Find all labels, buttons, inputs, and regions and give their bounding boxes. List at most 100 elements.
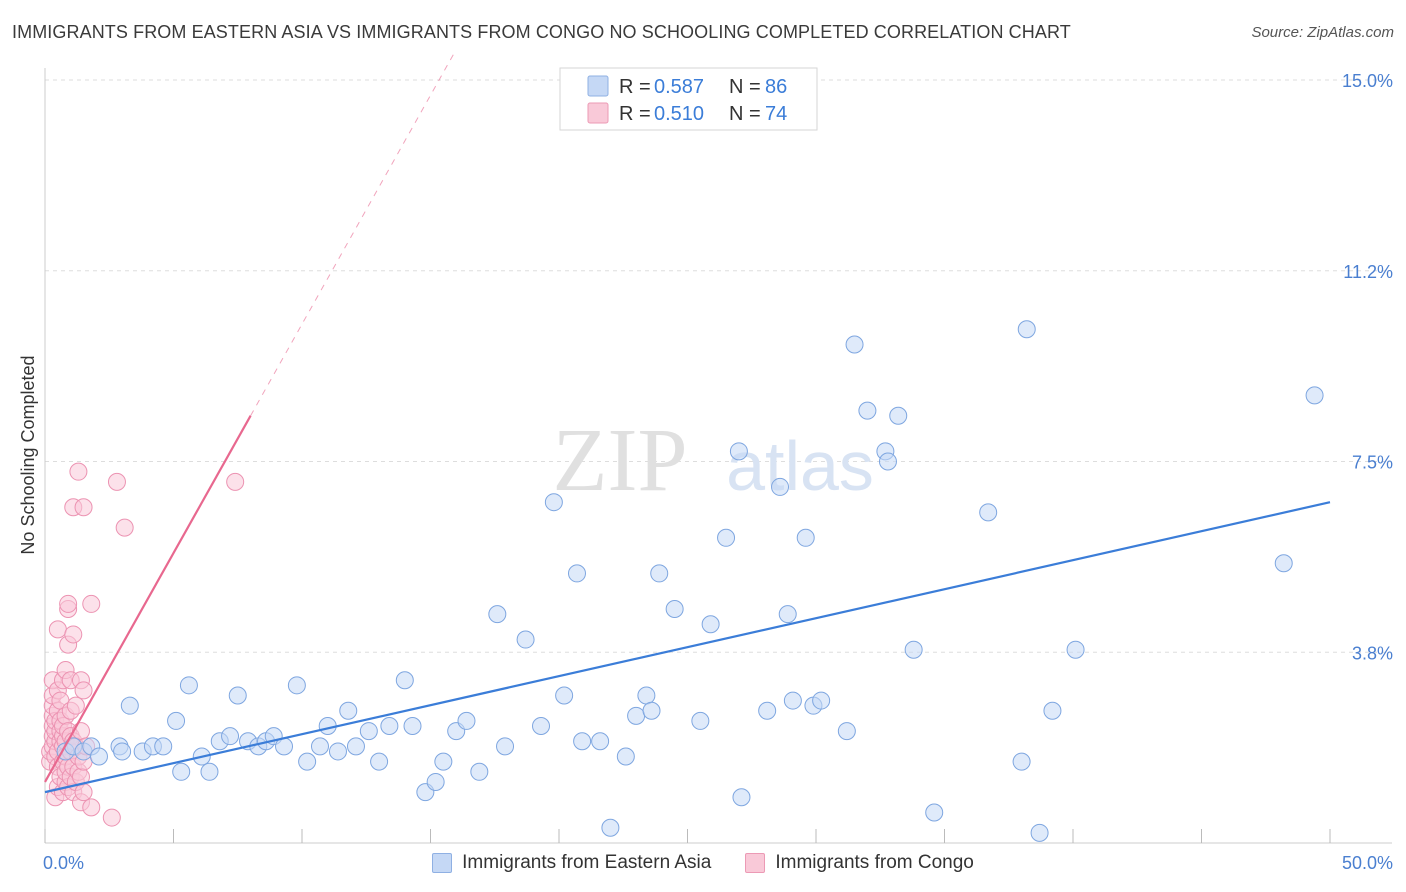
eastern-asia-point [812, 691, 831, 710]
eastern-asia-point [845, 335, 864, 354]
eastern-asia-point [200, 762, 219, 781]
eastern-asia-point [601, 818, 620, 837]
legend-item-congo: Immigrants from Congo [745, 852, 974, 874]
eastern-asia-point [89, 747, 108, 766]
eastern-asia-point [179, 676, 198, 695]
legend-blue-n-label: N = [729, 76, 761, 98]
congo-label: Immigrants from Congo [775, 852, 974, 873]
eastern-asia-point [729, 442, 748, 461]
eastern-asia-point [120, 696, 139, 715]
eastern-asia-point [758, 701, 777, 720]
eastern-asia-point [328, 742, 347, 761]
eastern-asia-point [837, 722, 856, 741]
congo-point [69, 462, 88, 481]
eastern-asia-point [796, 528, 815, 547]
legend-blue-r-value: 0.587 [654, 76, 704, 98]
watermark-zip: ZIP [553, 411, 688, 510]
congo-swatch [745, 853, 766, 873]
congo-point [66, 696, 85, 715]
legend-blue-r-label: R = [619, 76, 651, 98]
congo-point [74, 783, 93, 802]
legend-blue-n-value: 86 [765, 76, 787, 98]
x-tick-label: 50.0% [1342, 853, 1393, 873]
congo-point [48, 620, 67, 639]
eastern-asia-point [228, 686, 247, 705]
eastern-asia-point [732, 788, 751, 807]
eastern-asia-point [979, 503, 998, 522]
eastern-asia-point [1030, 823, 1049, 842]
trend-lines [44, 49, 1331, 794]
legend-blue-swatch [587, 75, 609, 97]
watermark: ZIP atlas [553, 411, 874, 510]
eastern-asia-point [771, 477, 790, 496]
eastern-asia-points [56, 320, 1324, 842]
watermark-atlas: atlas [726, 427, 874, 505]
congo-point [82, 798, 101, 817]
eastern-asia-point [717, 528, 736, 547]
x-tick-label: 0.0% [43, 853, 84, 873]
congo-point [71, 722, 90, 741]
eastern-asia-point [858, 401, 877, 420]
eastern-asia-point [925, 803, 944, 822]
source-label: Source: ZipAtlas.com [1251, 24, 1394, 41]
congo-point [115, 518, 134, 537]
eastern-asia-point [1274, 554, 1293, 573]
congo-point [102, 808, 121, 827]
eastern-asia-point [650, 564, 669, 583]
congo-point [226, 472, 245, 491]
y-tick-label: 3.8% [1352, 643, 1393, 663]
eastern-asia-point [1017, 320, 1036, 339]
eastern-asia-point [591, 732, 610, 751]
eastern-asia-point [287, 676, 306, 695]
axes [44, 68, 1392, 844]
eastern-asia-point [904, 640, 923, 659]
y-tick-label: 7.5% [1352, 453, 1393, 473]
eastern-asia-point [516, 630, 535, 649]
congo-trend-extension [250, 49, 457, 416]
tick-labels: 15.0% 11.2% 7.5% 3.8% 0.0% 50.0% [43, 71, 1393, 873]
legend-pink-n-label: N = [729, 103, 761, 125]
eastern-asia-point [555, 686, 574, 705]
eastern-asia-point [616, 747, 635, 766]
congo-point [59, 594, 78, 613]
eastern-asia-point [889, 406, 908, 425]
eastern-asia-point [1066, 640, 1085, 659]
eastern-asia-point [567, 564, 586, 583]
eastern-asia-point [878, 452, 897, 471]
eastern-asia-point [221, 727, 240, 746]
eastern-asia-point [1012, 752, 1031, 771]
congo-point [82, 594, 101, 613]
eastern-asia-swatch [432, 853, 453, 873]
legend-pink-n-value: 74 [765, 103, 787, 125]
chart-title: IMMIGRANTS FROM EASTERN ASIA VS IMMIGRAN… [12, 22, 1071, 42]
eastern-asia-point [154, 737, 173, 756]
eastern-asia-label: Immigrants from Eastern Asia [462, 852, 712, 873]
eastern-asia-point [113, 742, 132, 761]
eastern-asia-point [532, 717, 551, 736]
eastern-asia-point [426, 772, 445, 791]
eastern-asia-point [339, 701, 358, 720]
eastern-asia-point [1043, 701, 1062, 720]
legend-pink-r-label: R = [619, 103, 651, 125]
eastern-asia-point [691, 711, 710, 730]
eastern-asia-point [665, 600, 684, 619]
eastern-asia-point [573, 732, 592, 751]
eastern-asia-point [488, 605, 507, 624]
legend-pink-r-value: 0.510 [654, 103, 704, 125]
eastern-asia-point [778, 605, 797, 624]
eastern-asia-point [167, 711, 186, 730]
eastern-asia-point [359, 722, 378, 741]
grid-lines [45, 79, 1390, 653]
eastern-asia-point [642, 701, 661, 720]
eastern-asia-point [370, 752, 389, 771]
congo-point [64, 625, 83, 644]
eastern-asia-point [403, 717, 422, 736]
legend-item-eastern-asia: Immigrants from Eastern Asia [432, 852, 711, 874]
eastern-asia-point [298, 752, 317, 771]
eastern-asia-point [434, 752, 453, 771]
y-axis-label: No Schooling Completed [18, 355, 38, 554]
eastern-asia-point [457, 711, 476, 730]
congo-point [74, 498, 93, 517]
eastern-asia-point [172, 762, 191, 781]
